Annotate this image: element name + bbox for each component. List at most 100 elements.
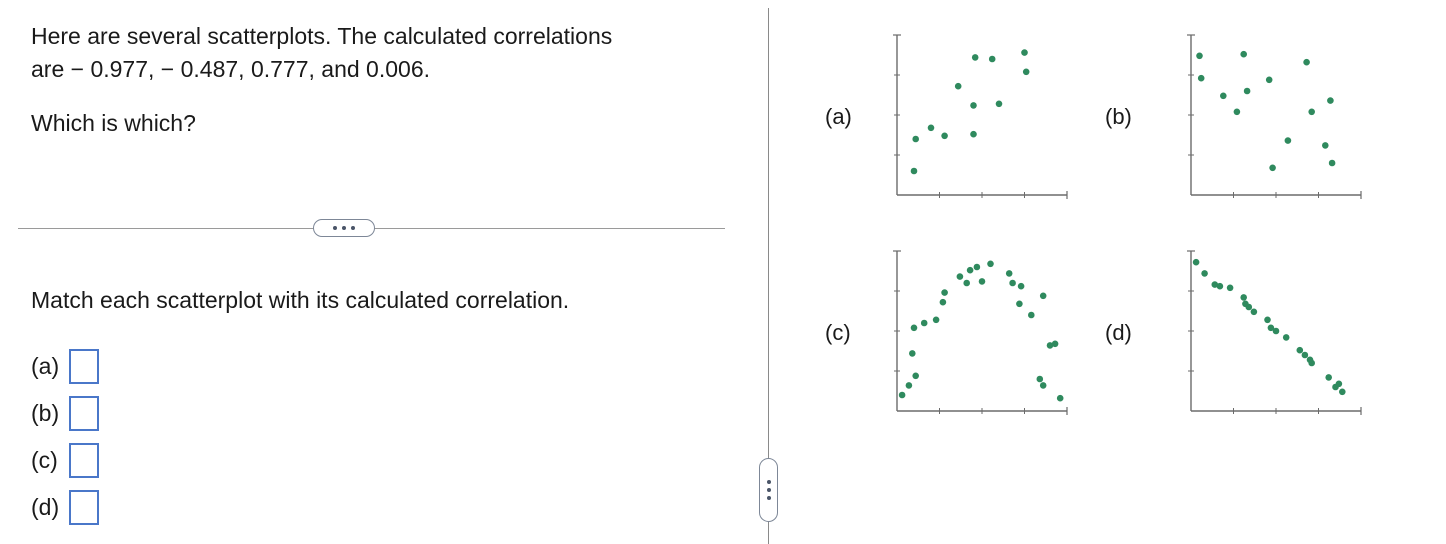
answer-label-c: (c) bbox=[31, 446, 58, 473]
data-point-c bbox=[932, 316, 940, 324]
dot-icon bbox=[766, 480, 771, 484]
data-point-d bbox=[1325, 374, 1332, 381]
answer-row-a: (a) bbox=[31, 344, 99, 388]
plot-label-a: (a) bbox=[825, 104, 852, 129]
data-point-d bbox=[1301, 351, 1309, 359]
data-point-c bbox=[1016, 300, 1023, 308]
data-point-d bbox=[1335, 380, 1343, 388]
data-point-c bbox=[1036, 375, 1044, 383]
data-point-a bbox=[941, 132, 948, 140]
question-line-1: Here are several scatterplots. The calcu… bbox=[31, 23, 613, 49]
data-point-c bbox=[1056, 394, 1064, 402]
plot-label-c: (c) bbox=[825, 320, 851, 345]
data-point-d bbox=[1216, 282, 1224, 290]
data-point-c bbox=[1005, 270, 1013, 277]
data-point-c bbox=[939, 298, 947, 306]
answer-input-b[interactable] bbox=[69, 395, 99, 431]
data-point-a bbox=[954, 82, 962, 90]
data-point-c bbox=[966, 266, 974, 274]
data-point-c bbox=[978, 278, 986, 285]
answer-list: (a) (b) (c) (d) bbox=[31, 344, 99, 532]
data-point-b bbox=[1328, 159, 1336, 167]
which-is-which-text: Which is which? bbox=[31, 110, 196, 136]
data-point-c bbox=[987, 260, 994, 268]
data-point-a bbox=[970, 130, 977, 138]
data-point-b bbox=[1303, 58, 1310, 66]
data-point-c bbox=[1039, 382, 1047, 389]
data-point-d bbox=[1226, 284, 1234, 292]
data-point-a bbox=[910, 167, 918, 175]
scatterplot-c bbox=[893, 250, 1068, 415]
data-point-d bbox=[1267, 324, 1275, 332]
answer-label-d: (d) bbox=[31, 493, 60, 520]
data-point-a bbox=[1022, 68, 1030, 76]
data-point-c bbox=[1017, 282, 1025, 290]
instruction-text: Match each scatterplot with its calculat… bbox=[31, 287, 570, 313]
question-pane: Here are several scatterplots. The calcu… bbox=[18, 20, 731, 532]
data-point-b bbox=[1322, 142, 1329, 149]
data-point-d bbox=[1282, 334, 1290, 341]
question-text: Here are several scatterplots. The calcu… bbox=[31, 20, 731, 86]
dot-icon bbox=[351, 226, 355, 230]
scatterplot-a bbox=[893, 34, 1068, 199]
data-point-a bbox=[970, 102, 977, 109]
data-point-b bbox=[1265, 76, 1273, 84]
data-point-c bbox=[963, 279, 970, 287]
data-point-a bbox=[927, 124, 935, 132]
scatterplot-b bbox=[1187, 34, 1362, 199]
data-point-d bbox=[1211, 281, 1219, 288]
data-point-c bbox=[1051, 340, 1059, 348]
dot-icon bbox=[333, 226, 337, 230]
more-button[interactable] bbox=[313, 219, 375, 237]
data-point-d bbox=[1245, 303, 1253, 311]
data-point-c bbox=[1039, 292, 1047, 300]
data-point-c bbox=[1009, 279, 1016, 287]
data-point-d bbox=[1296, 346, 1304, 354]
answer-row-d: (d) bbox=[31, 485, 99, 529]
data-point-b bbox=[1243, 87, 1251, 95]
answer-input-a[interactable] bbox=[69, 348, 99, 384]
data-point-c bbox=[1028, 311, 1035, 319]
data-point-c bbox=[898, 391, 906, 399]
data-point-d bbox=[1272, 327, 1280, 335]
data-point-b bbox=[1240, 50, 1247, 58]
data-point-d bbox=[1192, 258, 1200, 266]
data-point-a bbox=[995, 100, 1003, 108]
dot-icon bbox=[342, 226, 346, 230]
pane-resize-handle[interactable] bbox=[759, 458, 778, 522]
scatterplot-pane: (a) (b) (c) (d) bbox=[769, 0, 1446, 544]
data-point-d bbox=[1339, 388, 1346, 396]
answer-input-d[interactable] bbox=[69, 489, 99, 525]
plot-label-d: (d) bbox=[1105, 320, 1132, 345]
pane-splitter-line bbox=[768, 8, 769, 544]
data-point-c bbox=[912, 372, 919, 380]
question-line-2: are − 0.977, − 0.487, 0.777, and 0.006. bbox=[31, 56, 430, 82]
data-point-b bbox=[1196, 52, 1203, 60]
dot-icon bbox=[766, 488, 771, 492]
data-point-c bbox=[905, 382, 913, 389]
answer-row-b: (b) bbox=[31, 391, 99, 435]
data-point-b bbox=[1308, 108, 1315, 116]
data-point-a bbox=[988, 55, 996, 63]
data-point-b bbox=[1197, 74, 1205, 82]
data-point-b bbox=[1220, 92, 1227, 100]
plot-label-b: (b) bbox=[1105, 104, 1132, 129]
answer-label-b: (b) bbox=[31, 399, 60, 426]
data-point-c bbox=[920, 319, 928, 327]
data-point-c bbox=[941, 289, 948, 296]
data-point-b bbox=[1284, 137, 1292, 144]
dot-icon bbox=[766, 496, 771, 500]
data-point-c bbox=[956, 273, 964, 280]
data-point-a bbox=[971, 54, 979, 61]
data-point-d bbox=[1264, 316, 1271, 324]
answer-label-a: (a) bbox=[31, 352, 60, 379]
data-point-b bbox=[1327, 97, 1334, 104]
data-point-d bbox=[1308, 359, 1315, 367]
data-point-c bbox=[909, 350, 916, 357]
data-point-d bbox=[1201, 270, 1208, 277]
data-point-a bbox=[912, 135, 919, 143]
answer-input-c[interactable] bbox=[69, 442, 99, 478]
data-point-c bbox=[1046, 342, 1054, 349]
scatterplot-d bbox=[1187, 250, 1362, 415]
data-point-c bbox=[973, 263, 981, 271]
